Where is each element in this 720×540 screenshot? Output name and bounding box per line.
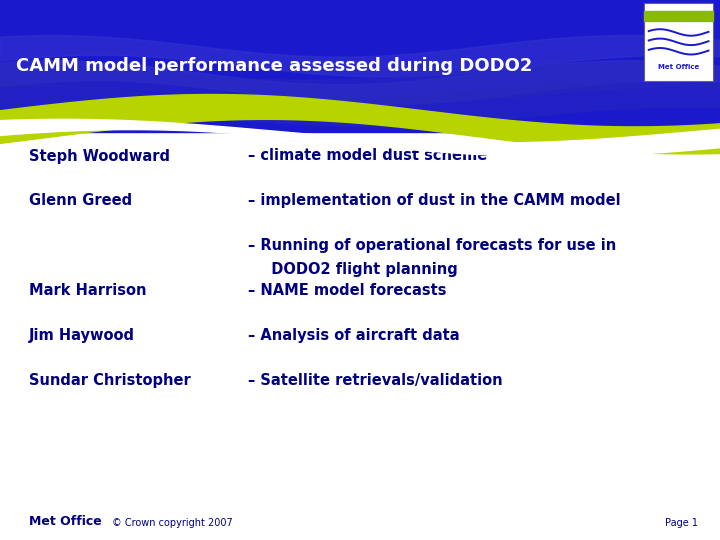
Text: Steph Woodward: Steph Woodward	[29, 148, 170, 164]
Text: – Running of operational forecasts for use in: – Running of operational forecasts for u…	[248, 238, 616, 253]
Text: CAMM model performance assessed during DODO2: CAMM model performance assessed during D…	[16, 57, 532, 75]
Text: Glenn Greed: Glenn Greed	[29, 193, 132, 208]
Text: DODO2 flight planning: DODO2 flight planning	[261, 262, 457, 277]
Text: © Crown copyright 2007: © Crown copyright 2007	[112, 518, 233, 528]
Bar	[644, 11, 713, 22]
Text: Met Office: Met Office	[29, 515, 102, 528]
Bar	[0, 0, 720, 132]
Text: Jim Haywood: Jim Haywood	[29, 328, 135, 343]
Text: Met Office: Met Office	[658, 64, 699, 70]
Text: Sundar Christopher: Sundar Christopher	[29, 373, 191, 388]
Text: Mark Harrison: Mark Harrison	[29, 283, 146, 298]
Text: Page 1: Page 1	[665, 518, 698, 528]
Text: – climate model dust scheme: – climate model dust scheme	[248, 148, 487, 164]
Text: – NAME model forecasts: – NAME model forecasts	[248, 283, 447, 298]
Text: – Satellite retrievals/validation: – Satellite retrievals/validation	[248, 373, 503, 388]
Text: – Analysis of aircraft data: – Analysis of aircraft data	[248, 328, 460, 343]
Text: – implementation of dust in the CAMM model: – implementation of dust in the CAMM mod…	[248, 193, 621, 208]
Bar	[644, 3, 713, 81]
